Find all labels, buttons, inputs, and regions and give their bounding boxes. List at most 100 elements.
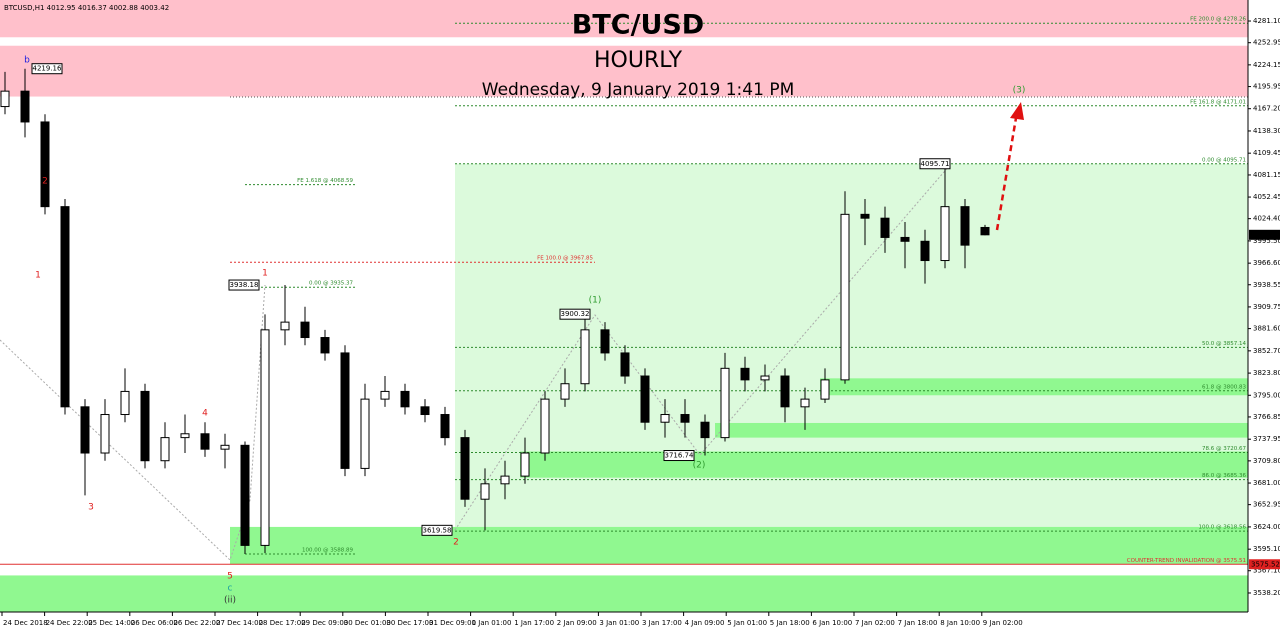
x-tick-label: 30 Dec 01:00 [344,619,391,627]
x-tick-label: 7 Jan 18:00 [898,619,938,627]
y-tick-label: 4109.45 [1253,149,1280,157]
x-tick-label: 6 Jan 10:00 [812,619,852,627]
candle-body [500,475,510,485]
candle-body [320,337,330,354]
y-tick-label: 4024.40 [1253,215,1280,223]
price-tag-box [31,63,63,75]
symbol-header: BTCUSD,H1 4012.95 4016.37 4002.88 4003.4… [4,4,169,12]
candle-body [600,329,610,354]
candle-body [440,414,450,439]
candle-body [880,217,890,238]
fib-label: 50.0 @ 3857.14 [1202,341,1246,347]
y-tick-label: 3538.20 [1253,589,1280,597]
price-marker-label: 4003.42 [1251,231,1280,239]
fib-label: FE 200.0 @ 4278.26 [1190,17,1246,23]
y-tick-label: 3709.80 [1253,457,1280,465]
candle-body [0,90,10,108]
x-tick-label: 30 Dec 17:00 [386,619,433,627]
candle-body [560,383,570,400]
candle-body [100,414,110,454]
y-tick-label: 3766.85 [1253,413,1280,421]
chart-subtitle: HOURLY [594,48,683,73]
price-tag: 3619.58 [423,526,452,534]
zone [715,422,1248,438]
candle-body [120,390,130,416]
x-tick-label: 26 Dec 22:00 [173,619,220,627]
zone [520,451,1248,478]
candle-body [460,437,470,500]
candle-body [260,329,270,546]
wave-label: (2) [693,461,706,471]
candle-body [160,437,170,462]
candle-body [20,90,30,123]
candle-body [300,321,310,339]
x-tick-label: 2 Jan 09:00 [557,619,597,627]
candle-body [400,390,410,408]
fib-label: 100.00 @ 3588.89 [302,547,353,553]
x-tick-label: 3 Jan 01:00 [599,619,639,627]
wave-label: b [24,56,30,66]
candle-body [40,121,50,208]
zone [0,575,1248,612]
candle-body [240,444,250,546]
y-tick-label: 3624.00 [1253,523,1280,531]
wave-label: 1 [35,271,41,281]
fib-label: FE 100.0 @ 3967.85 [537,256,593,262]
candle-body [520,452,530,477]
fib-label: 86.0 @ 3685.36 [1202,473,1246,479]
price-tag-box [421,524,453,536]
x-tick-label: 1 Jan 01:00 [472,619,512,627]
candle-body [800,398,810,408]
candle-body [580,329,590,385]
y-tick-label: 3881.60 [1253,325,1280,333]
y-tick-label: 4138.30 [1253,127,1280,135]
x-tick-label: 1 Jan 17:00 [514,619,554,627]
candle-body [660,414,670,423]
price-tag: 4219.16 [33,65,62,73]
x-tick-label: 26 Dec 06:00 [131,619,178,627]
wave-line [0,284,266,561]
candle-body [900,236,910,242]
candle-body [360,398,370,469]
x-tick-label: 8 Jan 10:00 [940,619,980,627]
y-tick-label: 3995.50 [1253,237,1280,245]
fib-label: FE 1.618 @ 4068.59 [297,178,353,184]
wave-label: 4 [202,409,208,419]
fib-label: 0.00 @ 4095.71 [1202,157,1246,163]
wave-label: (3) [1013,86,1026,96]
wave-label: 2 [453,538,459,548]
x-tick-label: 4 Jan 09:00 [685,619,725,627]
candle-body [180,433,190,439]
x-tick-label: 7 Jan 02:00 [855,619,895,627]
candle-body [280,321,290,331]
wave-label: 5 [227,572,233,582]
fib-label: FE 161.8 @ 4171.01 [1190,99,1246,105]
y-tick-label: 3938.55 [1253,281,1280,289]
projection-arrow [995,117,1018,231]
y-tick-label: 3966.60 [1253,259,1280,267]
fib-label: 100.0 @ 3618.56 [1199,525,1247,531]
zone [230,526,1248,565]
y-tick-label: 3823.80 [1253,369,1280,377]
zone [0,45,1248,97]
price-tag: 3938.18 [230,281,259,289]
wave-label: 3 [88,503,94,513]
candle-body [480,483,490,500]
price-marker-label: 3575.52 [1251,560,1280,568]
candle-body [840,213,850,381]
price-marker [1249,229,1280,240]
candle-body [540,398,550,454]
candle-body [420,406,430,416]
y-tick-label: 3737.95 [1253,435,1280,443]
wave-label: c [228,584,233,594]
x-tick-label: 24 Dec 2018 [3,619,48,627]
x-tick-label: 31 Dec 09:00 [429,619,476,627]
price-tag-box [228,279,260,291]
y-tick-label: 4252.95 [1253,39,1280,47]
x-tick-label: 25 Dec 14:00 [88,619,135,627]
candle-body [740,367,750,381]
candle-body [820,379,830,400]
y-tick-label: 4224.15 [1253,61,1280,69]
